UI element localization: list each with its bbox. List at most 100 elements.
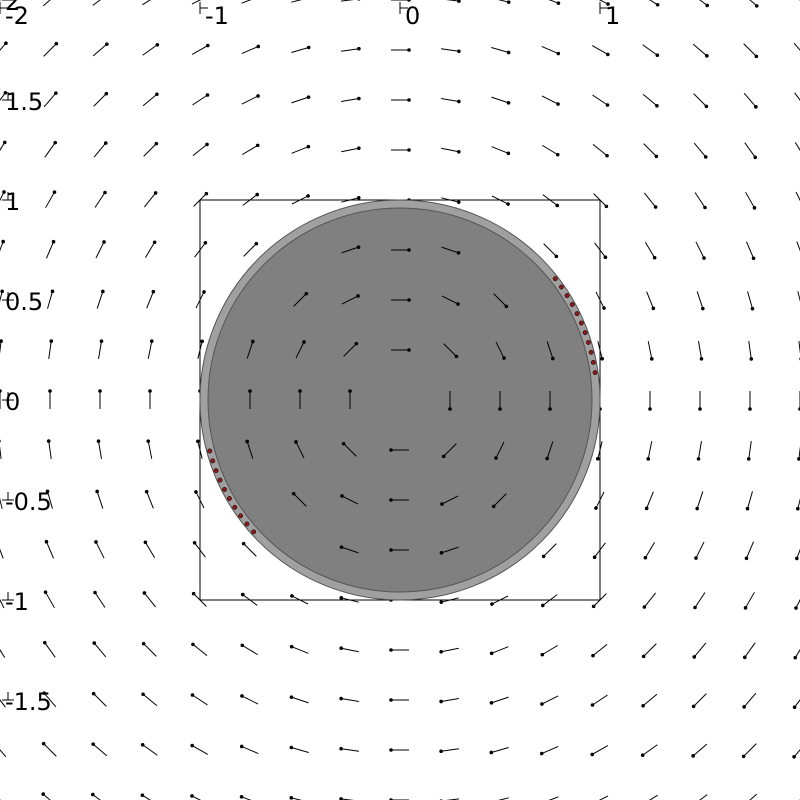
arrow-shaft — [647, 441, 653, 459]
field-arrow — [643, 542, 656, 560]
arrow-shaft — [749, 793, 758, 800]
arrow-shaft — [541, 695, 559, 705]
arrow-head — [356, 196, 361, 200]
arrow-shaft — [191, 0, 202, 5]
arrow-head — [506, 50, 511, 55]
arrow-head — [146, 439, 151, 443]
arrow-head — [289, 644, 294, 649]
arrow-head — [750, 306, 755, 311]
field-arrow — [142, 591, 157, 608]
arrow-shaft — [794, 699, 800, 708]
arrow-shaft — [592, 694, 608, 706]
arrow-shaft — [541, 45, 559, 55]
arrow-shaft — [93, 693, 107, 707]
field-arrow — [542, 144, 560, 157]
arrow-head — [52, 190, 57, 194]
arrow-shaft — [142, 744, 158, 756]
highlight-mark — [222, 486, 227, 492]
arrow-shaft — [42, 0, 51, 7]
field-arrow — [341, 146, 361, 153]
arrow-head — [41, 741, 46, 746]
highlight-mark — [569, 302, 575, 307]
field-arrow — [0, 140, 7, 151]
arrow-head — [592, 555, 597, 559]
arrow-head — [3, 91, 8, 95]
arrow-head — [251, 339, 255, 344]
arrow-head — [204, 191, 209, 196]
arrow-head — [540, 652, 545, 657]
field-arrow — [391, 348, 411, 352]
field-arrow — [194, 241, 208, 258]
field-arrow — [792, 699, 800, 709]
field-arrow — [339, 746, 359, 752]
arrow-shaft — [693, 693, 707, 707]
arrow-head — [745, 506, 750, 511]
field-arrow — [42, 691, 57, 708]
arrow-head — [439, 749, 443, 754]
field-arrow — [794, 142, 800, 151]
arrow-head — [289, 695, 294, 699]
arrow-shaft — [491, 96, 509, 104]
arrow-shaft — [48, 441, 52, 459]
field-arrow — [592, 542, 606, 559]
x-tick-label: -1 — [205, 2, 229, 30]
arrow-head — [556, 1, 561, 5]
arrow-shaft — [541, 95, 559, 105]
arrow-head — [144, 489, 149, 494]
field-arrow — [644, 491, 654, 511]
field-arrow — [540, 644, 558, 657]
field-arrow — [491, 146, 511, 156]
arrow-head — [448, 407, 452, 411]
arrow-head — [797, 457, 800, 461]
arrow-head — [691, 754, 695, 758]
arrow-head — [439, 699, 443, 704]
field-arrow — [642, 44, 660, 58]
field-arrow — [0, 339, 3, 355]
arrow-head — [202, 290, 206, 294]
field-arrow — [191, 0, 202, 5]
field-arrow — [491, 96, 511, 105]
arrow-head — [341, 441, 346, 446]
field-arrow — [241, 94, 260, 105]
field-arrow — [191, 642, 208, 657]
arrow-shaft — [142, 0, 151, 6]
y-tick: 1.5 — [2, 88, 43, 116]
field-arrow — [241, 541, 257, 557]
highlight-mark — [578, 320, 584, 326]
arrow-shaft — [445, 0, 459, 2]
field-arrow — [649, 794, 658, 800]
arrow-shaft — [341, 48, 359, 52]
arrow-shaft — [142, 794, 151, 800]
field-arrow — [489, 646, 509, 656]
arrow-head — [148, 389, 152, 393]
arrow-shaft — [295, 341, 305, 359]
arrow-shaft — [642, 744, 658, 756]
field-arrow — [541, 95, 560, 106]
field-arrow — [48, 389, 52, 409]
field-arrow — [341, 46, 361, 52]
arrow-head — [339, 696, 343, 701]
arrow-shaft — [443, 443, 457, 457]
arrow-shaft — [493, 493, 507, 507]
arrow-head — [357, 0, 361, 1]
arrow-shaft — [291, 47, 309, 53]
arrow-shaft — [341, 0, 355, 2]
arrow-head — [641, 703, 645, 708]
field-arrow — [594, 242, 608, 259]
field-arrow — [696, 441, 702, 461]
arrow-shaft — [497, 797, 509, 800]
arrow-head — [290, 594, 294, 598]
arrow-shaft — [92, 43, 108, 57]
arrow-shaft — [341, 147, 359, 153]
arrow-shaft — [743, 743, 757, 757]
arrow-shaft — [93, 93, 107, 107]
field-arrow — [0, 389, 2, 409]
arrow-head — [692, 655, 697, 659]
arrow-head — [456, 251, 461, 255]
field-arrow — [43, 91, 58, 108]
arrow-head — [749, 357, 754, 361]
field-arrow — [647, 341, 654, 361]
y-tick: 2 — [2, 0, 20, 16]
highlight-mark — [217, 477, 223, 483]
arrow-shaft — [0, 191, 5, 202]
